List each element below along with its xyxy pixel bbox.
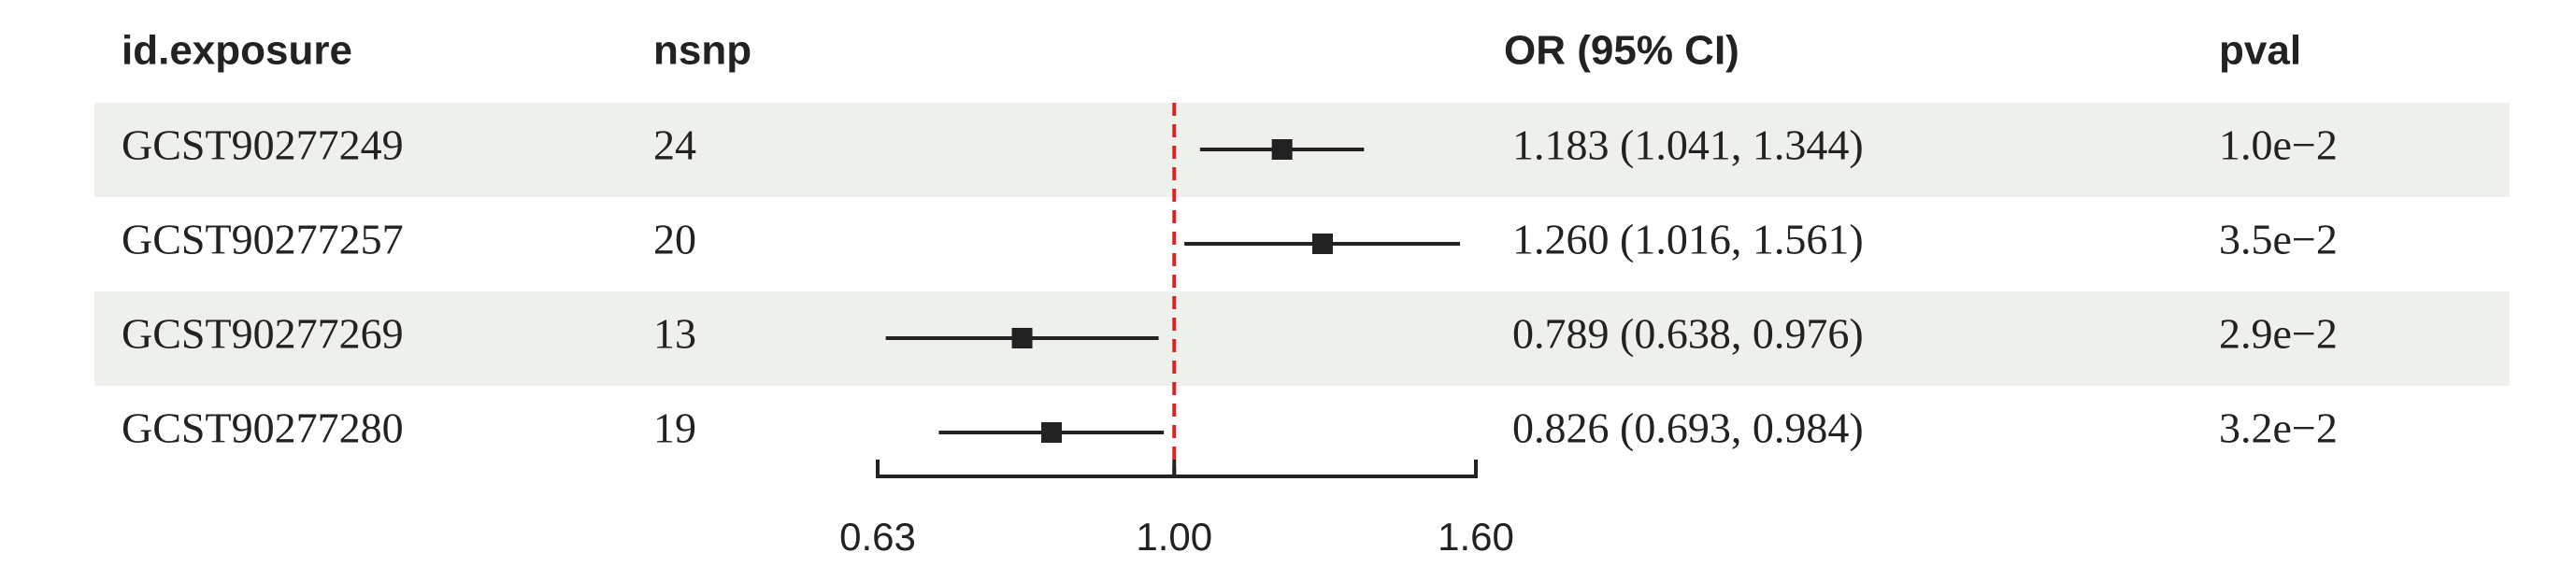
point-estimate (1271, 139, 1293, 160)
or-ci-label: 0.826 (0.693, 0.984) (1512, 404, 1864, 452)
nsnp: 24 (653, 121, 696, 169)
point-estimate (1311, 234, 1333, 254)
point-estimate (1041, 422, 1063, 443)
x-tick-label: 0.63 (839, 515, 916, 559)
exposure-id: GCST90277249 (122, 121, 404, 169)
exposure-id: GCST90277280 (122, 404, 404, 452)
column-header: OR (95% CI) (1504, 28, 1739, 74)
exposure-id: GCST90277269 (122, 310, 404, 358)
column-header: id.exposure (122, 28, 352, 74)
pval: 3.2e−2 (2219, 404, 2338, 452)
pval: 3.5e−2 (2219, 216, 2338, 263)
x-tick-label: 1.60 (1438, 515, 1514, 559)
or-ci-label: 1.183 (1.041, 1.344) (1512, 121, 1864, 169)
row-shading (94, 291, 2510, 386)
nsnp: 13 (653, 310, 696, 358)
column-header: nsnp (653, 28, 751, 74)
or-ci-label: 1.260 (1.016, 1.561) (1512, 216, 1864, 263)
nsnp: 20 (653, 216, 696, 263)
pval: 1.0e−2 (2219, 121, 2338, 169)
x-tick-label: 1.00 (1136, 515, 1212, 559)
exposure-id: GCST90277257 (122, 216, 404, 263)
pval: 2.9e−2 (2219, 310, 2338, 358)
point-estimate (1011, 328, 1033, 348)
or-ci-label: 0.789 (0.638, 0.976) (1512, 310, 1864, 358)
nsnp: 19 (653, 404, 696, 452)
column-header: pval (2219, 28, 2301, 74)
